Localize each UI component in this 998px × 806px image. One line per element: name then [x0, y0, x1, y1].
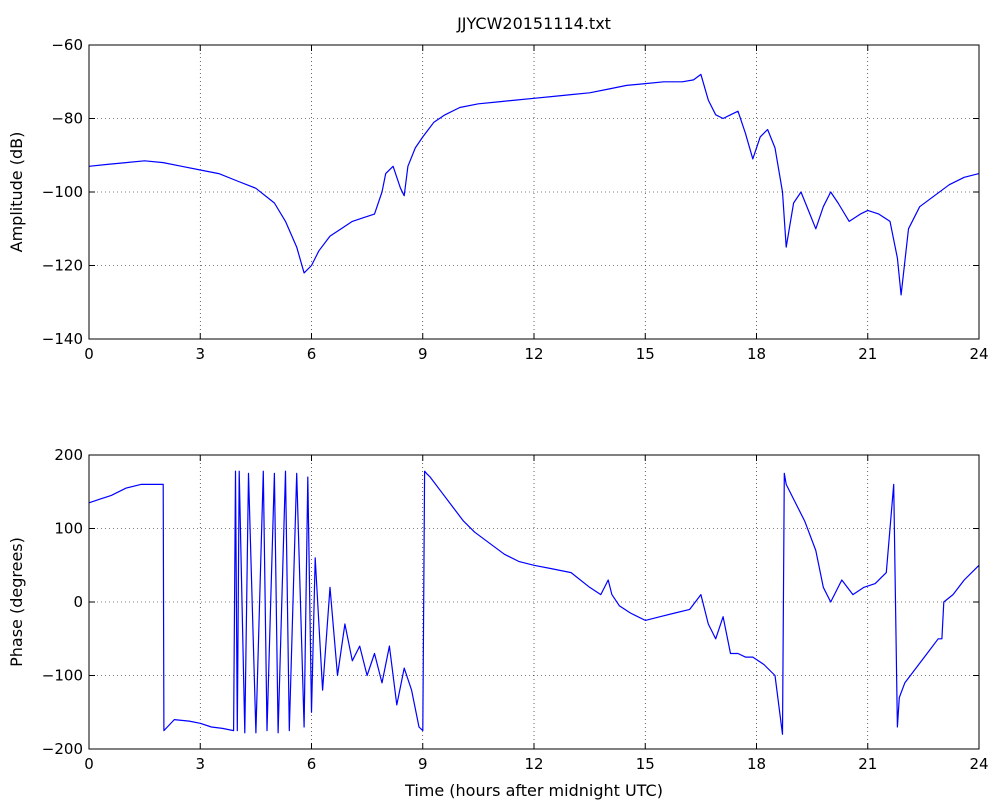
phase-ytick-label-3: 100 [54, 520, 83, 538]
phase-y-axis-label: Phase (degrees) [7, 537, 26, 667]
phase-ytick-label-2: 0 [73, 593, 83, 611]
amplitude-panel: 0 3 6 9 12 15 18 21 24 −140 −120 −100 −80 −60 JJYCW201… [7, 14, 989, 363]
phase-ytick-label-0: −200 [42, 740, 83, 758]
phase-panel: 0 3 6 9 12 15 18 21 24 −200 −100 0 100 200 Phase (degr… [7, 446, 989, 800]
amplitude-ytick-label-0: −140 [42, 330, 83, 348]
phase-xtick-label-3: 9 [418, 755, 428, 773]
phase-xtick-label-7: 21 [858, 755, 877, 773]
phase-x-axis-label: Time (hours after midnight UTC) [404, 781, 663, 800]
amplitude-xtick-label-1: 3 [195, 345, 205, 363]
phase-ytick-label-1: −100 [42, 667, 83, 685]
amplitude-ytick-label-4: −60 [51, 36, 83, 54]
amplitude-xtick-label-5: 15 [636, 345, 655, 363]
phase-xtick-label-6: 18 [747, 755, 766, 773]
phase-xtick-label-4: 12 [524, 755, 543, 773]
amplitude-xtick-label-7: 21 [858, 345, 877, 363]
phase-xtick-label-2: 6 [307, 755, 317, 773]
amplitude-xtick-label-0: 0 [84, 345, 94, 363]
phase-xtick-label-8: 24 [969, 755, 988, 773]
phase-xtick-label-1: 3 [195, 755, 205, 773]
phase-series-line-0 [88, 470, 980, 735]
amplitude-series-line-0 [88, 73, 980, 296]
amplitude-ytick-label-2: −100 [42, 183, 83, 201]
amplitude-y-axis-label: Amplitude (dB) [7, 132, 26, 253]
amplitude-xtick-label-4: 12 [524, 345, 543, 363]
amplitude-xtick-label-3: 9 [418, 345, 428, 363]
amplitude-xtick-label-8: 24 [969, 345, 988, 363]
phase-xtick-label-5: 15 [636, 755, 655, 773]
amplitude-chart-title: JJYCW20151114.txt [456, 14, 611, 33]
amplitude-xtick-label-2: 6 [307, 345, 317, 363]
phase-ytick-label-4: 200 [54, 446, 83, 464]
phase-xtick-label-0: 0 [84, 755, 94, 773]
amplitude-ytick-label-1: −120 [42, 257, 83, 275]
amplitude-ytick-label-3: −80 [51, 110, 83, 128]
amplitude-xtick-label-6: 18 [747, 345, 766, 363]
